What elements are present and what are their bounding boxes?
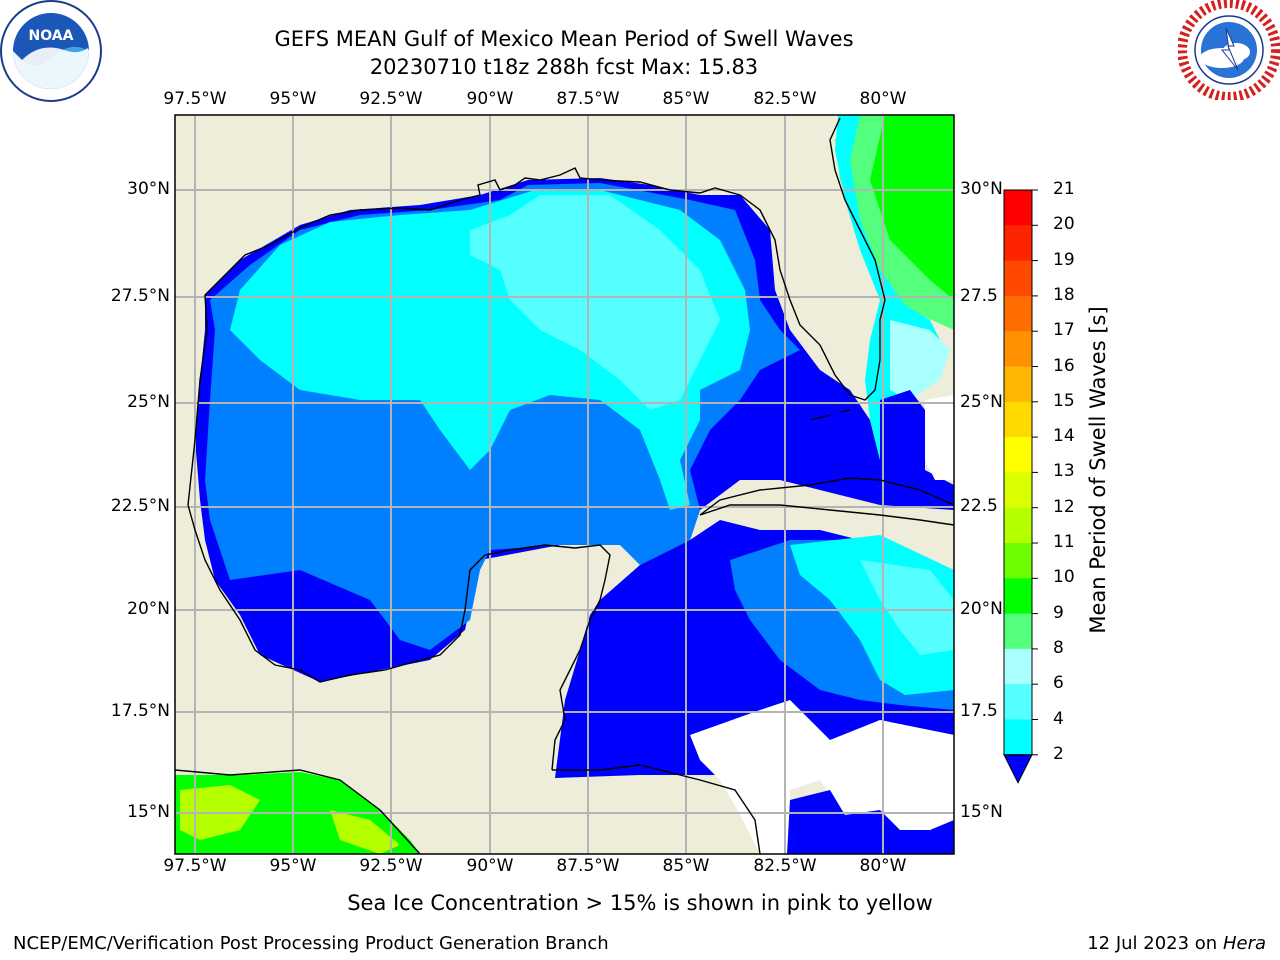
colorbar-band <box>1004 543 1032 579</box>
lon-label-top: 85°W <box>662 89 710 109</box>
florida-keys <box>809 409 851 421</box>
lon-label-bottom: 92.5°W <box>359 856 423 876</box>
colorbar-tick-label: 4 <box>1053 708 1064 729</box>
lon-label-top: 92.5°W <box>359 89 423 109</box>
colorbar-tick-label: 16 <box>1053 355 1075 376</box>
atlantic-swell-8s <box>890 320 950 400</box>
caribbean-swell-2s-south <box>787 790 954 854</box>
nws-logo <box>1177 0 1280 102</box>
lon-label-bottom: 95°W <box>269 856 317 876</box>
colorbar-band <box>1004 366 1032 403</box>
lat-label-right: 22.5 <box>960 496 998 516</box>
central-america-coast <box>552 764 761 854</box>
lat-label-right: 30°N <box>960 179 1003 199</box>
lon-label-bottom: 82.5°W <box>753 856 817 876</box>
gulf-swell-8s-patch <box>470 195 720 410</box>
lat-label-left: 20°N <box>127 599 170 619</box>
lat-label-left: 30°N <box>127 179 170 199</box>
lon-label-bottom: 85°W <box>662 856 710 876</box>
lon-label-top: 87.5°W <box>556 89 620 109</box>
mexico-gulf-coast <box>187 504 611 771</box>
colorbar-band <box>1004 401 1032 438</box>
lon-label-top: 90°W <box>466 89 514 109</box>
colorbar-tick-label: 13 <box>1053 461 1075 482</box>
colorbar-tick-label: 20 <box>1053 214 1075 235</box>
lat-label-left: 27.5°N <box>110 286 170 306</box>
lat-label-left: 25°N <box>127 392 170 412</box>
colorbar-tick-label: 2 <box>1053 743 1064 764</box>
colorbar-tick-label: 18 <box>1053 284 1075 305</box>
colorbar-band <box>1004 719 1032 756</box>
map-frame <box>174 114 955 855</box>
footer-host: Hera <box>1222 933 1266 954</box>
colorbar-band <box>1004 295 1032 332</box>
lat-label-right: 17.5 <box>960 701 998 721</box>
atlantic-swell-cyan <box>835 115 940 460</box>
noaa-logo: NOAA <box>0 0 102 102</box>
atlantic-swell-9s <box>835 115 954 330</box>
lat-label-left: 22.5°N <box>110 496 170 516</box>
footer-credit: NCEP/EMC/Verification Post Processing Pr… <box>13 933 609 954</box>
colorbar-tick-label: 14 <box>1053 426 1075 447</box>
colorbar-title: Mean Period of Swell Waves [s] <box>1086 306 1110 634</box>
lat-label-right: 15°N <box>960 802 1003 822</box>
lon-label-bottom: 80°W <box>859 856 907 876</box>
colorbar-extend-arrow <box>1003 754 1033 784</box>
colorbar-band <box>1004 437 1032 473</box>
missing-data-area <box>690 700 954 854</box>
lon-label-bottom: 90°W <box>466 856 514 876</box>
colorbar-band <box>1004 578 1032 615</box>
colorbar <box>1003 189 1038 784</box>
lon-label-bottom: 87.5°W <box>556 856 620 876</box>
us-gulf-coast <box>187 117 886 506</box>
pacific-coast <box>175 769 421 854</box>
lat-label-left: 17.5°N <box>110 701 170 721</box>
colorbar-tick-label: 19 <box>1053 249 1075 270</box>
colorbar-tick-label: 11 <box>1053 532 1075 552</box>
colorbar-band <box>1004 472 1032 509</box>
lon-label-top: 82.5°W <box>753 89 817 109</box>
colorbar-band <box>1004 331 1032 367</box>
lat-label-right: 20°N <box>960 599 1003 619</box>
colorbar-tick-label: 21 <box>1053 179 1075 199</box>
colorbar-tick-label: 8 <box>1053 637 1064 658</box>
colorbar-band <box>1004 260 1032 297</box>
colorbar-tick-label: 9 <box>1053 602 1064 623</box>
colorbar-tick-label: 6 <box>1053 673 1064 694</box>
pacific-swell-12s-b <box>330 810 400 854</box>
colorbar-band <box>1004 507 1032 544</box>
coastlines <box>175 117 954 854</box>
footer-date-text: 12 Jul 2023 on <box>1087 933 1223 954</box>
colorbar-tick-label: 10 <box>1053 567 1075 588</box>
lon-label-top: 80°W <box>859 89 907 109</box>
footer-date: 12 Jul 2023 on Hera <box>1087 933 1266 954</box>
colorbar-band <box>1004 225 1032 262</box>
lat-label-right: 27.5 <box>960 286 998 306</box>
colorbar-tick-label: 15 <box>1053 390 1075 411</box>
lon-label-bottom: 97.5°W <box>163 856 227 876</box>
lat-label-left: 15°N <box>127 802 170 822</box>
lon-label-top: 97.5°W <box>163 89 227 109</box>
colorbar-band <box>1004 684 1032 720</box>
colorbar-tick-label: 17 <box>1053 320 1075 341</box>
sea-ice-note: Sea Ice Concentration > 15% is shown in … <box>347 891 933 915</box>
cuba-coast <box>699 477 954 526</box>
colorbar-band <box>1004 648 1032 685</box>
lat-label-right: 25°N <box>960 392 1003 412</box>
noaa-logo-text: NOAA <box>29 28 74 44</box>
colorbar-band <box>1004 613 1032 650</box>
chart-subtitle: 20230710 t18z 288h fcst Max: 15.83 <box>369 55 759 79</box>
colorbar-band <box>1004 190 1032 226</box>
map-gridlines <box>175 115 954 854</box>
chart-title: GEFS MEAN Gulf of Mexico Mean Period of … <box>274 27 854 51</box>
colorbar-tick-label: 12 <box>1053 496 1075 517</box>
lon-label-top: 95°W <box>269 89 317 109</box>
atlantic-missing <box>925 395 954 480</box>
